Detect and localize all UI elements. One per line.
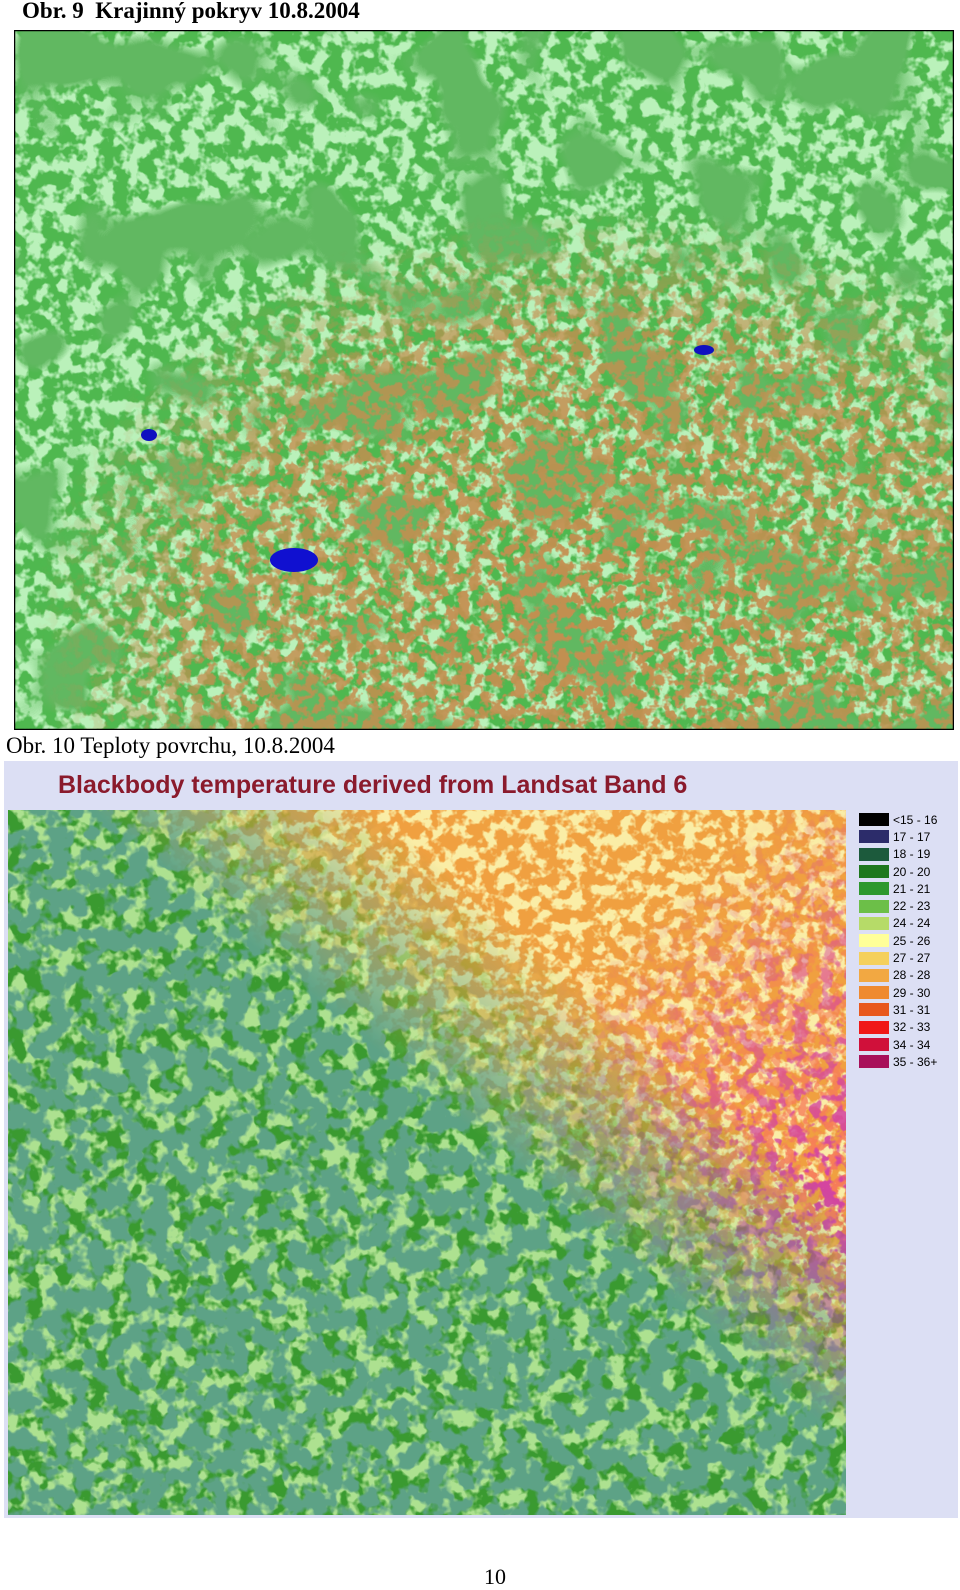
legend-entry: 25 - 26	[859, 932, 937, 949]
legend-swatch	[859, 1020, 889, 1034]
figure-caption: Obr. 10 Teploty povrchu, 10.8.2004	[6, 733, 335, 758]
legend-entry: 20 - 20	[859, 863, 937, 880]
temperature-figure: Blackbody temperature derived from Lands…	[4, 761, 958, 1518]
legend-entry: 35 - 36+	[859, 1053, 937, 1070]
legend-entry: 34 - 34	[859, 1036, 937, 1053]
legend-swatch	[859, 830, 889, 844]
legend-label: 27 - 27	[893, 951, 931, 966]
legend-swatch	[859, 968, 889, 982]
legend-entry: 32 - 33	[859, 1019, 937, 1036]
legend-label: 29 - 30	[893, 985, 931, 1000]
legend-entry: <15 - 16	[859, 811, 937, 828]
legend-swatch	[859, 847, 889, 861]
legend-entry: 28 - 28	[859, 967, 937, 984]
legend-swatch	[859, 934, 889, 948]
temperature-map	[8, 810, 846, 1515]
legend-label: 18 - 19	[893, 847, 931, 862]
legend-label: 17 - 17	[893, 829, 931, 844]
legend-swatch	[859, 1055, 889, 1069]
legend-label: 24 - 24	[893, 916, 931, 931]
legend-label: 34 - 34	[893, 1037, 931, 1052]
land-cover-map	[14, 30, 954, 730]
legend-label: 35 - 36+	[893, 1054, 938, 1069]
figure-title: Blackbody temperature derived from Lands…	[58, 771, 688, 799]
legend-label: 20 - 20	[893, 864, 931, 879]
legend-label: 28 - 28	[893, 968, 931, 983]
legend-label: 22 - 23	[893, 899, 931, 914]
legend-entry: 24 - 24	[859, 915, 937, 932]
legend-entry: 31 - 31	[859, 1001, 937, 1018]
legend-entry: 22 - 23	[859, 897, 937, 914]
legend-swatch	[859, 916, 889, 930]
legend-label: 31 - 31	[893, 1002, 931, 1017]
page-number: 10	[484, 1564, 506, 1589]
legend-swatch	[859, 986, 889, 1000]
legend-swatch	[859, 899, 889, 913]
legend-label: 25 - 26	[893, 933, 931, 948]
legend-swatch	[859, 951, 889, 965]
legend-entry: 18 - 19	[859, 846, 937, 863]
legend: <15 - 16 17 - 17 18 - 19 20 - 20 21 - 21 22 -…	[859, 811, 937, 1070]
legend-label: <15 - 16	[893, 812, 938, 827]
legend-swatch	[859, 865, 889, 879]
legend-label: 21 - 21	[893, 881, 931, 896]
legend-swatch	[859, 1003, 889, 1017]
legend-swatch	[859, 1038, 889, 1051]
legend-entry: 21 - 21	[859, 880, 937, 897]
legend-swatch	[859, 813, 889, 827]
legend-entry: 27 - 27	[859, 949, 937, 966]
legend-label: 32 - 33	[893, 1020, 931, 1035]
legend-swatch	[859, 882, 889, 896]
legend-entry: 29 - 30	[859, 984, 937, 1001]
figure-caption: Obr. 9 Krajinný pokryv 10.8.2004	[22, 0, 360, 23]
legend-entry: 17 - 17	[859, 828, 937, 845]
